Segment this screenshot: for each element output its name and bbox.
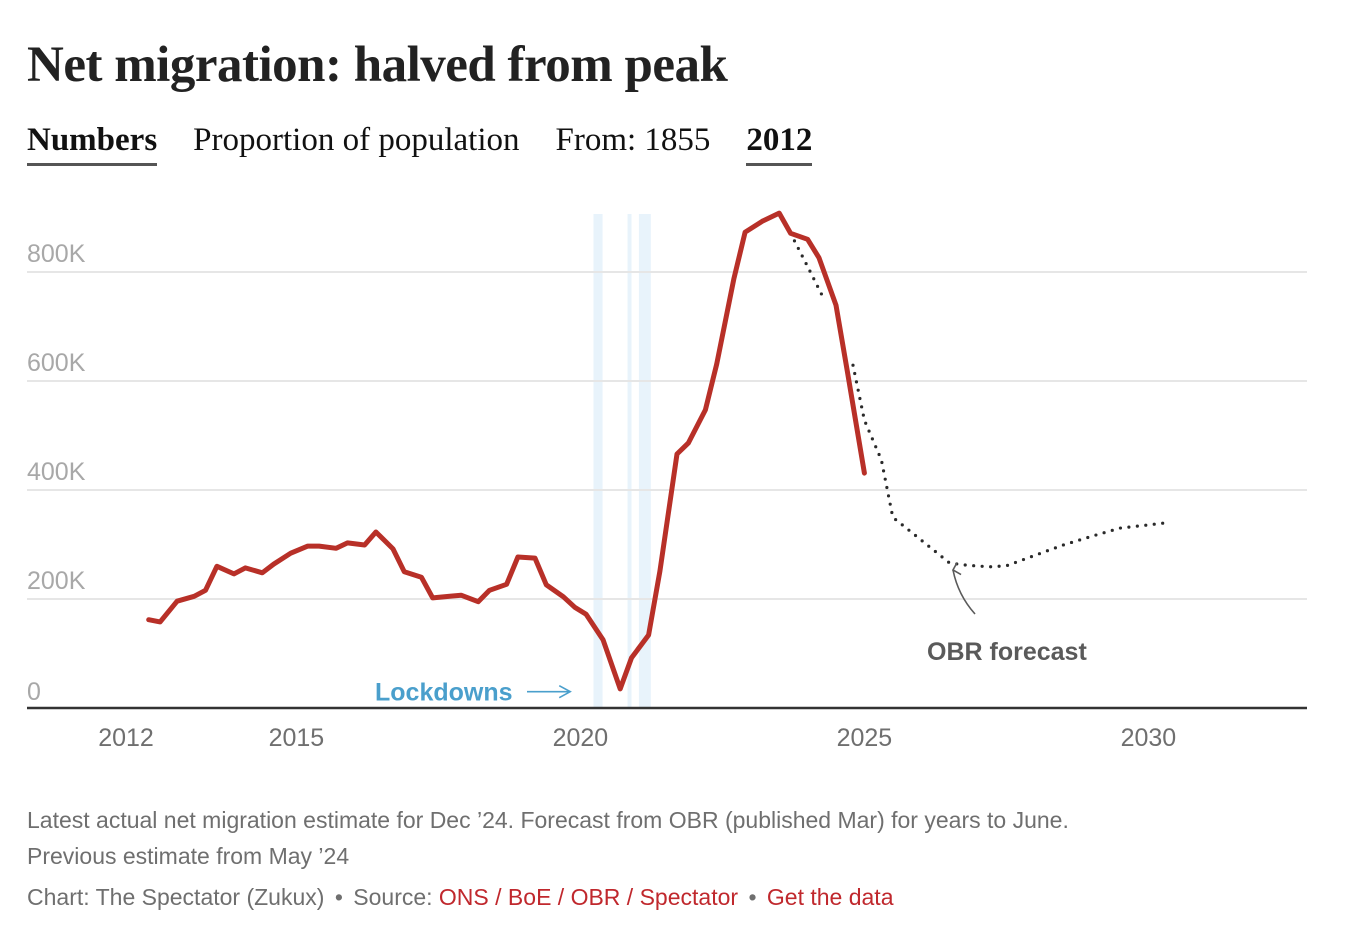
lockdown-band — [627, 214, 632, 708]
y-tick-label: 800K — [27, 240, 86, 268]
x-tick-label: 2015 — [269, 724, 325, 752]
from-label: From: 1855 — [555, 122, 711, 158]
x-tick-label: 2030 — [1121, 724, 1177, 752]
obr-forecast-label: OBR forecast — [927, 638, 1087, 666]
footnote-line-2: Previous estimate from May ’24 — [27, 843, 350, 869]
lockdown-band — [638, 214, 651, 708]
separator: • — [748, 884, 757, 910]
source-label: Source: — [353, 884, 433, 910]
toggle-from-2012[interactable]: 2012 — [746, 122, 813, 166]
x-axis-labels: 2012 2015 2020 2025 2030 — [98, 724, 1176, 752]
separator: • — [334, 884, 343, 910]
lockdown-band — [593, 214, 603, 708]
y-tick-label: 600K — [27, 349, 86, 377]
x-tick-label: 2020 — [553, 724, 609, 752]
x-tick-label: 2012 — [98, 724, 154, 752]
toggle-proportion-of-population[interactable]: Proportion of population — [193, 122, 520, 158]
lockdown-bands — [593, 214, 651, 708]
series-line-obr-forecast — [851, 363, 1173, 569]
gridlines — [27, 271, 1307, 710]
chart-title: Net migration: halved from peak — [27, 37, 728, 93]
toggle-numbers[interactable]: Numbers — [27, 122, 158, 166]
chart-credits: Chart: The Spectator (Zukux) • Source: O… — [27, 884, 893, 911]
x-tick-label: 2025 — [837, 724, 893, 752]
obr-forecast-arrow — [951, 562, 976, 615]
annotations: Lockdowns OBR forecast — [375, 562, 1087, 707]
lockdowns-label: Lockdowns — [375, 679, 513, 707]
y-tick-label: 400K — [27, 458, 86, 486]
credit-text: Chart: The Spectator (Zukux) — [27, 884, 325, 910]
series-line-net-migration-actual — [146, 210, 867, 692]
get-the-data-link[interactable]: Get the data — [766, 884, 894, 910]
y-tick-label: 200K — [27, 567, 86, 595]
series — [146, 210, 1173, 692]
line-chart: 0 200K 400K 600K 800K 2012 2015 2020 2025 2030 L… — [27, 210, 1307, 752]
source-link[interactable]: ONS / BoE / OBR / Spectator — [438, 884, 739, 910]
y-tick-label: 0 — [27, 678, 41, 706]
chart-footnote: Latest actual net migration estimate for… — [27, 802, 1277, 874]
view-toggles: Numbers Proportion of population From: 1… — [27, 122, 848, 166]
footnote-line-1: Latest actual net migration estimate for… — [27, 807, 1069, 833]
y-axis-labels: 0 200K 400K 600K 800K — [27, 240, 86, 706]
